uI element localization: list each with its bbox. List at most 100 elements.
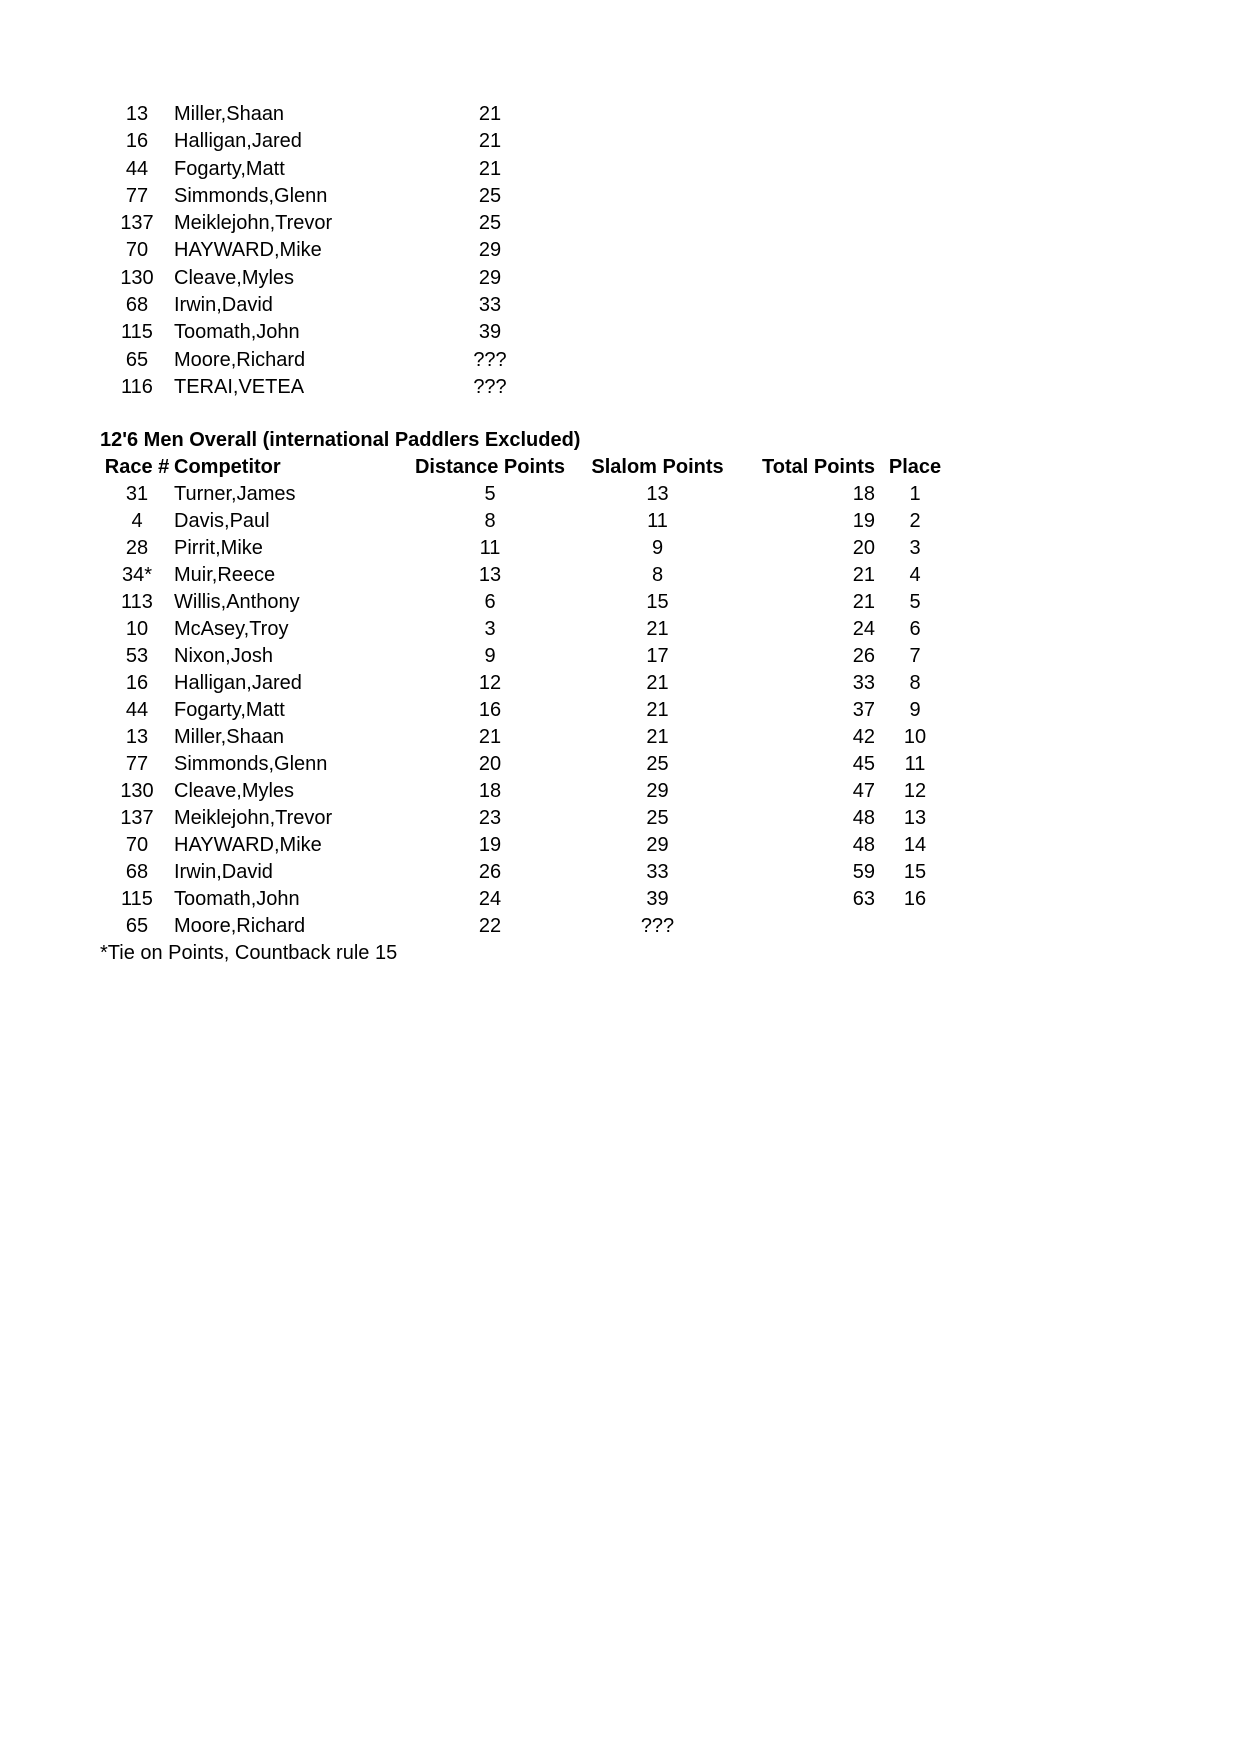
competitor-name-cell: Nixon,Josh: [174, 645, 273, 667]
competitor-name-cell: Davis,Paul: [174, 510, 270, 532]
competitor-name-cell: Meiklejohn,Trevor: [174, 807, 333, 829]
competitor-name-cell: Irwin,David: [174, 294, 273, 317]
slalom-points-cell: 13: [646, 483, 669, 505]
distance-points-cell: 20: [478, 753, 502, 775]
points-cell: 21: [478, 103, 502, 125]
slalom-points-cell: 29: [646, 834, 669, 856]
table-row: 44 Fogarty,Matt 21: [100, 156, 980, 183]
total-points-cell: 42: [852, 726, 875, 748]
table-row: 44 Fogarty,Matt 16 21 37 9: [100, 697, 980, 724]
table-row: 13 Miller,Shaan 21: [100, 101, 980, 128]
place-cell: 2: [909, 510, 921, 532]
distance-points-cell: 24: [478, 888, 502, 910]
race-number-cell: 13: [125, 726, 149, 748]
table-row: 68 Irwin,David 33: [100, 292, 980, 319]
distance-points-cell: 5: [484, 483, 496, 505]
race-number-cell: 77: [125, 753, 149, 775]
points-cell: 39: [478, 321, 502, 344]
total-points-cell: 37: [852, 699, 875, 721]
table-row: 113 Willis,Anthony 6 15 21 5: [100, 589, 980, 616]
competitor-name-cell: Miller,Shaan: [174, 726, 285, 748]
race-number-cell: 130: [120, 780, 154, 802]
overall-table-header: Race # Competitor Distance Points Slalom Po…: [100, 454, 980, 481]
place-cell: 13: [903, 807, 927, 829]
competitor-name-cell: Willis,Anthony: [174, 591, 300, 613]
table-row: 70 HAYWARD,Mike 19 29 48 14: [100, 832, 980, 859]
total-points-cell: 26: [852, 645, 875, 667]
partial-results-table: 13 Miller,Shaan 21 16 Halligan,Jared 21 44 Foga…: [100, 101, 980, 401]
distance-points-cell: 26: [478, 861, 502, 883]
slalom-points-cell: 9: [651, 537, 664, 559]
competitor-name-cell: McAsey,Troy: [174, 618, 289, 640]
place-cell: 4: [909, 564, 921, 586]
slalom-points-cell: 21: [646, 726, 669, 748]
table-row: 137 Meiklejohn,Trevor 23 25 48 13: [100, 805, 980, 832]
points-cell: 25: [478, 212, 502, 235]
place-cell: 8: [909, 672, 921, 694]
overall-table-title: 12'6 Men Overall (international Paddlers…: [100, 429, 581, 451]
competitor-name-cell: Fogarty,Matt: [174, 157, 285, 180]
race-number-cell: 16: [125, 130, 149, 153]
slalom-points-cell: 15: [646, 591, 669, 613]
table-row: 77 Simmonds,Glenn 20 25 45 11: [100, 751, 980, 778]
place-cell: 6: [909, 618, 921, 640]
slalom-points-cell: 29: [646, 780, 669, 802]
slalom-points-cell: 25: [646, 807, 669, 829]
slalom-points-cell: 21: [646, 699, 669, 721]
points-cell: 21: [478, 157, 502, 180]
race-number-cell: 137: [120, 807, 154, 829]
place-cell: 16: [903, 888, 927, 910]
table-row: 116 TERAI,VETEA???: [100, 374, 980, 401]
distance-points-cell: 19: [478, 834, 502, 856]
competitor-name-cell: Irwin,David: [174, 861, 273, 883]
race-number-cell: 70: [125, 834, 149, 856]
points-cell: 33: [478, 294, 502, 317]
slalom-points-cell: 11: [647, 510, 668, 532]
competitor-name-cell: Miller,Shaan: [174, 103, 285, 125]
partial-results-rows: 13 Miller,Shaan 21 16 Halligan,Jared 21 44 Foga…: [100, 101, 980, 401]
slalom-points-cell: 17: [646, 645, 669, 667]
place-cell: 7: [909, 645, 921, 667]
competitor-name-cell: Moore,Richard: [174, 915, 306, 937]
competitor-name-cell: TERAI,VETEA: [174, 375, 305, 398]
competitor-name-cell: Simmonds,Glenn: [174, 753, 328, 775]
place-cell: 11: [904, 753, 926, 775]
distance-points-cell: 9: [484, 645, 496, 667]
distance-points-cell: 12: [478, 672, 502, 694]
place-cell: 10: [903, 726, 927, 748]
distance-points-cell: 22: [478, 915, 502, 937]
total-points-header: Total Points: [762, 456, 875, 478]
points-cell: 21: [478, 130, 502, 153]
race-number-cell: 115: [121, 888, 153, 910]
table-row: 65 Moore,Richard 22???: [100, 913, 980, 940]
total-points-cell: 48: [852, 807, 875, 829]
points-cell: 29: [478, 266, 502, 289]
overall-table-rows: 31 Turner,James 5 13 18 1 4 Davis,Paul 8 11 19 2 28 P…: [100, 481, 980, 940]
race-number-cell: 4: [131, 510, 143, 532]
distance-points-cell: 21: [478, 726, 502, 748]
distance-points-cell: 23: [478, 807, 502, 829]
table-row: 65 Moore,Richard???: [100, 347, 980, 374]
distance-points-cell: 11: [479, 537, 501, 559]
total-points-cell: 48: [852, 834, 875, 856]
race-number-cell: 137: [120, 212, 154, 235]
race-number-cell: 44: [125, 157, 149, 180]
points-cell: ???: [473, 348, 507, 371]
place-cell: 1: [909, 483, 921, 505]
race-number-cell: 44: [125, 699, 149, 721]
table-row: 13 Miller,Shaan 21 21 42 10: [100, 724, 980, 751]
table-row: 115 Toomath,John 24 39 63 16: [100, 886, 980, 913]
table-row: 130 Cleave,Myles 18 29 47 12: [100, 778, 980, 805]
slalom-points-cell: ???: [640, 915, 675, 937]
race-number-header: Race #: [104, 456, 170, 478]
slalom-points-header: Slalom Points: [591, 456, 724, 478]
distance-points-cell: 18: [478, 780, 502, 802]
race-number-cell: 31: [125, 483, 149, 505]
race-number-cell: 116: [121, 375, 153, 398]
table-row: 10 McAsey,Troy 3 21 24 6: [100, 616, 980, 643]
slalom-points-cell: 8: [651, 564, 664, 586]
race-number-cell: 68: [125, 294, 149, 317]
tie-footnote: *Tie on Points, Countback rule 15: [100, 942, 398, 964]
competitor-name-header: Competitor: [174, 456, 281, 478]
